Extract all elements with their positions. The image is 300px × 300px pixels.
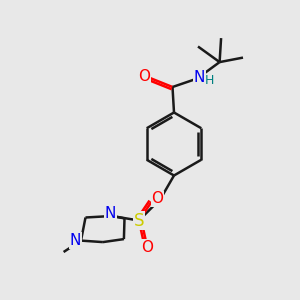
Text: S: S bbox=[134, 212, 144, 230]
Text: H: H bbox=[205, 74, 214, 88]
Text: O: O bbox=[152, 191, 164, 206]
Text: N: N bbox=[70, 233, 81, 248]
Text: N: N bbox=[105, 206, 116, 221]
Text: O: O bbox=[141, 240, 153, 255]
Text: N: N bbox=[194, 70, 205, 85]
Text: O: O bbox=[139, 69, 151, 84]
